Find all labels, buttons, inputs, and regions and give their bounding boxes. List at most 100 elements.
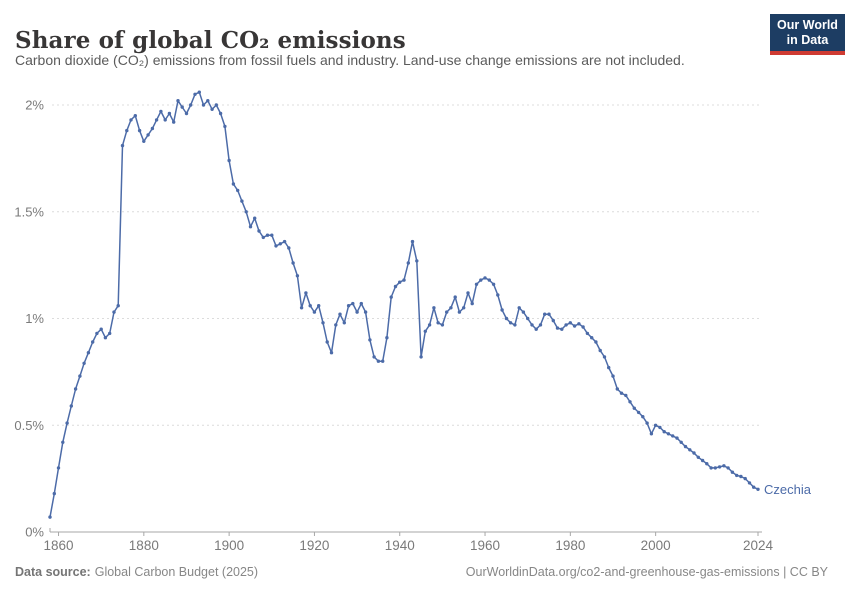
data-point xyxy=(142,139,146,143)
data-point xyxy=(538,323,543,327)
data-point xyxy=(436,321,440,325)
data-point xyxy=(197,90,201,94)
data-point xyxy=(705,462,709,466)
data-point xyxy=(338,312,342,316)
data-point xyxy=(372,355,376,359)
data-line xyxy=(49,91,759,518)
data-point xyxy=(278,242,282,246)
data-point xyxy=(611,374,615,378)
data-point xyxy=(154,118,159,122)
data-point xyxy=(176,99,180,103)
data-point xyxy=(717,465,722,469)
data-point xyxy=(334,323,338,327)
y-axis-tick-label: 0% xyxy=(25,525,44,540)
x-axis-tick-label: 2024 xyxy=(743,538,774,553)
data-point xyxy=(172,120,176,124)
data-point xyxy=(355,310,359,314)
data-point xyxy=(675,436,679,440)
data-point xyxy=(479,278,483,282)
data-point xyxy=(265,233,270,237)
data-point xyxy=(474,282,479,286)
data-point xyxy=(398,280,402,284)
owid-logo-text: Our World in Data xyxy=(770,14,845,51)
x-axis-tick-label: 1860 xyxy=(44,538,74,553)
data-point xyxy=(129,118,133,122)
data-point xyxy=(636,410,641,415)
data-point xyxy=(410,239,415,244)
data-point xyxy=(432,306,436,310)
data-point xyxy=(590,336,594,340)
data-point xyxy=(402,278,406,282)
data-point xyxy=(363,310,368,314)
data-point xyxy=(547,312,551,316)
data-point xyxy=(91,340,95,344)
data-point xyxy=(713,466,717,470)
data-point xyxy=(120,143,125,148)
data-point xyxy=(214,103,218,107)
data-point xyxy=(594,340,598,344)
data-point xyxy=(653,423,658,427)
data-point xyxy=(389,295,393,299)
data-point xyxy=(624,393,628,398)
data-point xyxy=(218,111,223,116)
data-point xyxy=(406,261,410,265)
data-point xyxy=(470,301,474,306)
data-point xyxy=(304,291,308,295)
data-point xyxy=(61,440,65,444)
data-point xyxy=(683,444,688,449)
data-point xyxy=(193,92,197,97)
data-point xyxy=(449,306,453,310)
data-point xyxy=(381,359,385,363)
chart-subtitle: Carbon dioxide (CO₂) emissions from foss… xyxy=(15,52,685,68)
data-point xyxy=(726,466,730,470)
data-point xyxy=(163,118,167,122)
data-point xyxy=(65,421,69,425)
data-point xyxy=(257,229,261,233)
data-point xyxy=(607,365,611,370)
data-point xyxy=(756,487,760,491)
data-point xyxy=(287,246,291,250)
data-point xyxy=(632,406,636,410)
data-point xyxy=(619,391,624,395)
y-axis-tick-label: 1% xyxy=(25,311,44,326)
data-point xyxy=(253,216,257,220)
data-point xyxy=(52,491,56,496)
data-point xyxy=(270,233,274,237)
data-point xyxy=(201,103,206,107)
data-source-label: Data source: xyxy=(15,565,91,579)
data-point xyxy=(688,448,692,452)
data-source-note: Data source: Global Carbon Budget (2025) xyxy=(15,565,258,579)
data-point xyxy=(530,323,534,327)
x-axis-tick-label: 2000 xyxy=(641,538,671,553)
data-point xyxy=(521,310,526,314)
data-point xyxy=(526,316,530,321)
data-point xyxy=(658,425,662,430)
data-point xyxy=(504,316,509,321)
data-point xyxy=(555,326,560,330)
data-point xyxy=(696,455,700,459)
data-point xyxy=(159,109,163,114)
data-point xyxy=(78,374,82,378)
data-point xyxy=(440,323,445,327)
data-point xyxy=(496,293,500,297)
data-point xyxy=(500,308,504,312)
data-point xyxy=(150,126,155,131)
data-point xyxy=(679,440,683,444)
data-point xyxy=(346,304,351,308)
data-point xyxy=(299,306,304,310)
data-point xyxy=(223,124,227,129)
page-title: Share of global CO₂ emissions xyxy=(15,27,406,55)
data-point xyxy=(189,103,193,107)
data-point xyxy=(206,99,210,103)
data-point xyxy=(56,466,61,470)
data-point xyxy=(453,295,457,299)
data-point xyxy=(615,387,619,391)
y-axis-tick-label: 0.5% xyxy=(14,418,44,433)
data-point xyxy=(231,182,236,186)
data-point xyxy=(137,128,142,133)
x-axis-tick-label: 1980 xyxy=(555,538,585,553)
data-point xyxy=(666,432,671,436)
data-point xyxy=(466,291,470,295)
data-point xyxy=(240,199,244,203)
